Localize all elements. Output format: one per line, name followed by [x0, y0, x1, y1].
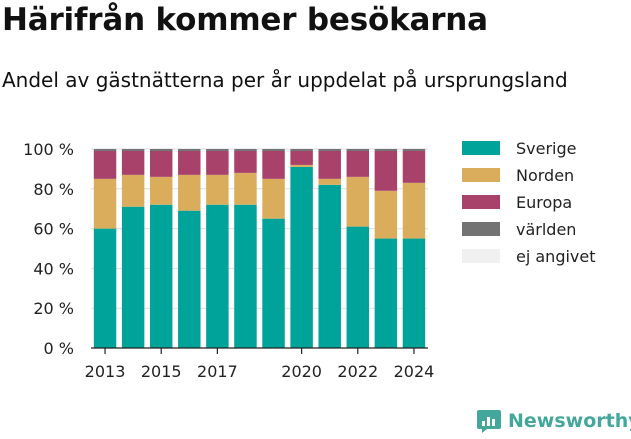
- bar-stack: [374, 149, 398, 348]
- legend-item: Norden: [462, 166, 574, 185]
- legend: Sverige Norden Europa världen ej angivet: [462, 139, 596, 266]
- bar-segment: [262, 178, 285, 219]
- legend-label: ej angivet: [516, 247, 596, 266]
- bar-segment: [178, 174, 201, 211]
- bar-segment: [234, 149, 257, 151]
- bar-segment: [346, 226, 370, 348]
- bar-segment: [93, 149, 117, 151]
- x-tick-label: 2013: [85, 362, 126, 381]
- y-tick-label: 0 %: [44, 339, 74, 358]
- bar-segment: [206, 204, 229, 348]
- x-tick-label: 2022: [337, 362, 378, 381]
- legend-swatch: [462, 168, 500, 182]
- bar-stack: [262, 149, 285, 348]
- legend-swatch: [462, 141, 500, 155]
- legend-item: världen: [462, 220, 576, 239]
- bar-segment: [93, 228, 117, 348]
- bar-segment: [402, 182, 426, 239]
- bar-stack: [290, 149, 313, 348]
- bar-segment: [178, 149, 201, 151]
- legend-item: ej angivet: [462, 247, 596, 266]
- y-tick-label: 40 %: [33, 259, 74, 278]
- bar-segment: [318, 178, 341, 185]
- bar-segment: [234, 172, 257, 205]
- legend-item: Sverige: [462, 139, 577, 158]
- bar-stack: [178, 149, 201, 348]
- bar-stack: [318, 149, 341, 348]
- bar-segment: [290, 166, 313, 348]
- bar-stack: [149, 149, 173, 348]
- bar-segment: [374, 150, 398, 191]
- x-tick-label: 2024: [394, 362, 435, 381]
- bar-segment: [149, 176, 173, 205]
- bar-segment: [178, 210, 201, 348]
- x-tick-label: 2017: [197, 362, 238, 381]
- bar-segment: [402, 149, 426, 151]
- legend-label: Norden: [516, 166, 574, 185]
- legend-item: Europa: [462, 193, 572, 212]
- bar-segment: [206, 174, 229, 205]
- bar-segment: [93, 150, 117, 179]
- bar-stack: [346, 149, 370, 348]
- bar-segment: [149, 204, 173, 348]
- newsworthy-logo: Newsworthy: [476, 408, 631, 434]
- bar-stack: [234, 149, 257, 348]
- chart-title: Härifrån kommer besökarna: [2, 2, 488, 38]
- bar-stack: [206, 149, 229, 348]
- bar-stacks: [93, 149, 426, 348]
- y-tick-label: 100 %: [23, 140, 74, 159]
- bar-segment: [234, 150, 257, 173]
- x-tick-label: 2020: [281, 362, 322, 381]
- y-tick-label: 60 %: [33, 220, 74, 239]
- bar-segment: [402, 238, 426, 348]
- bar-segment: [318, 184, 341, 348]
- bar-segment: [290, 164, 313, 167]
- bar-segment: [206, 150, 229, 175]
- legend-label: Sverige: [516, 139, 577, 158]
- bar-segment: [121, 149, 145, 151]
- bar-segment: [346, 150, 370, 177]
- bar-segment: [149, 149, 173, 151]
- legend-swatch: [462, 195, 500, 209]
- brand-name: Newsworthy: [508, 410, 631, 432]
- bar-segment: [374, 190, 398, 239]
- bar-segment: [234, 204, 257, 348]
- bar-stack: [121, 149, 145, 348]
- bar-segment: [374, 149, 398, 151]
- bar-stack: [93, 149, 117, 348]
- bar-segment: [121, 150, 145, 175]
- bar-segment: [262, 149, 285, 151]
- bar-segment: [93, 178, 117, 229]
- bar-segment: [318, 149, 341, 151]
- bar-segment: [402, 150, 426, 183]
- bar-segment: [290, 149, 313, 151]
- stacked-bar-chart: 0 % 20 % 40 % 60 % 80 % 100 % 2013 2015 2017 2020…: [23, 139, 596, 381]
- bar-segment: [206, 149, 229, 151]
- bar-segment: [374, 238, 398, 348]
- y-tick-label: 20 %: [33, 299, 74, 318]
- bar-segment: [121, 174, 145, 207]
- bar-segment: [346, 176, 370, 227]
- legend-swatch: [462, 249, 500, 263]
- newsworthy-logo-icon: [477, 410, 501, 433]
- bar-segment: [121, 206, 145, 348]
- bar-segment: [318, 150, 341, 179]
- bar-stack: [402, 149, 426, 348]
- chart-subtitle: Andel av gästnätterna per år uppdelat på…: [2, 68, 568, 92]
- bar-segment: [262, 150, 285, 179]
- legend-label: Europa: [516, 193, 572, 212]
- legend-label: världen: [516, 220, 576, 239]
- bar-segment: [178, 150, 201, 175]
- bar-segment: [262, 218, 285, 348]
- bar-segment: [346, 149, 370, 151]
- bar-segment: [290, 150, 313, 165]
- legend-swatch: [462, 222, 500, 236]
- y-tick-label: 80 %: [33, 180, 74, 199]
- axes: 0 % 20 % 40 % 60 % 80 % 100 % 2013 2015 2017 2020…: [23, 140, 434, 381]
- bar-segment: [149, 150, 173, 177]
- x-tick-label: 2015: [141, 362, 182, 381]
